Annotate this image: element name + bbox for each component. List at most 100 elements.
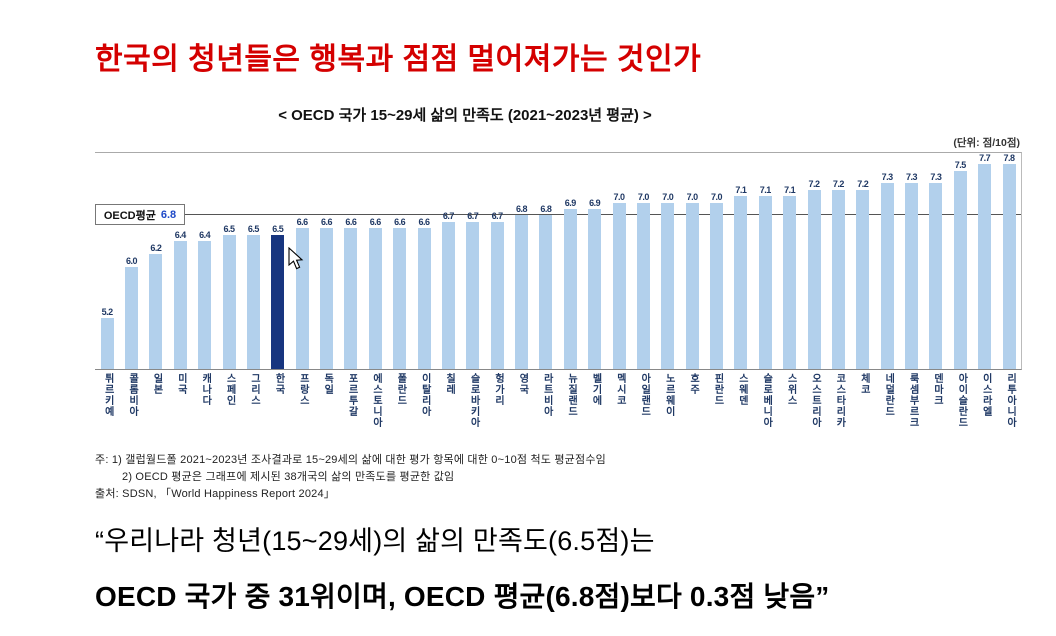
bar-value-label: 6.6: [321, 217, 333, 227]
bar-칠레: [441, 222, 455, 369]
bar-스위스: [783, 196, 797, 369]
bars-container: 5.2 6.0 6.2 6.4 6.4 6.5 6.5 6.5 6.6 6.6 6.6 6.6 6.6 6…: [95, 153, 1021, 369]
bar-slot-캐나다: 6.4: [193, 153, 217, 369]
bar-체코: [856, 190, 870, 369]
country-label-룩셈부르크: 룩셈부르크: [907, 373, 919, 428]
bar-slot-체코: 7.2: [851, 153, 875, 369]
country-label-뉴질랜드: 뉴질랜드: [565, 373, 577, 417]
country-label-슬로바키아: 슬로바키아: [468, 373, 480, 428]
bar-value-label: 6.6: [345, 217, 357, 227]
bar-미국: [173, 241, 187, 369]
bar-독일: [320, 228, 334, 369]
bar-slot-노르웨이: 7.0: [656, 153, 680, 369]
bar-value-label: 6.6: [418, 217, 431, 227]
bar-slot-한국: 6.5: [266, 153, 290, 369]
country-label-일본: 일본: [150, 373, 162, 395]
bar-value-label: 6.6: [296, 217, 309, 227]
bar-value-label: 7.0: [711, 192, 723, 202]
country-label-오스트리아: 오스트리아: [809, 373, 821, 428]
country-label-미국: 미국: [175, 373, 187, 395]
bar-slot-오스트리아: 7.2: [802, 153, 826, 369]
bar-뉴질랜드: [563, 209, 577, 369]
bar-호주: [685, 203, 699, 369]
country-label-아이슬란드: 아이슬란드: [955, 373, 967, 428]
bar-slot-핀란드: 7.0: [704, 153, 728, 369]
bar-에스토니아: [368, 228, 382, 369]
bar-slot-슬로바키아: 6.7: [461, 153, 485, 369]
bar-라트비아: [539, 215, 553, 369]
bar-스페인: [222, 235, 236, 369]
bar-slot-콜롬비아: 6.0: [119, 153, 143, 369]
bar-slot-룩셈부르크: 7.3: [899, 153, 923, 369]
bar-value-label: 6.7: [491, 211, 504, 221]
bar-slot-독일: 6.6: [314, 153, 338, 369]
bar-튀르키예: [100, 318, 114, 369]
bar-value-label: 7.2: [808, 179, 821, 189]
bar-스웨덴: [734, 196, 748, 369]
bar-slot-덴마크: 7.3: [924, 153, 948, 369]
bar-슬로베니아: [758, 196, 772, 369]
bar-slot-리투아니아: 7.8: [997, 153, 1021, 369]
bar-value-label: 6.8: [540, 204, 552, 214]
bar-value-label: 7.0: [613, 192, 626, 202]
bar-slot-튀르키예: 5.2: [95, 153, 119, 369]
bar-벨기에: [588, 209, 602, 369]
bar-value-label: 7.2: [832, 179, 845, 189]
bar-폴란드: [393, 228, 407, 369]
summary-line-2: OECD 국가 중 31위이며, OECD 평균(6.8점)보다 0.3점 낮음…: [95, 581, 830, 612]
bar-value-label: 7.0: [637, 192, 650, 202]
bar-slot-미국: 6.4: [168, 153, 192, 369]
country-label-한국: 한국: [272, 373, 284, 395]
bar-value-label: 7.8: [1003, 153, 1016, 163]
country-label-포르투갈: 포르투갈: [346, 373, 358, 417]
bar-value-label: 6.7: [442, 211, 455, 221]
bar-slot-호주: 7.0: [680, 153, 704, 369]
bar-value-label: 7.1: [759, 185, 772, 195]
bar-slot-칠레: 6.7: [436, 153, 460, 369]
bar-value-label: 6.8: [516, 204, 528, 214]
summary-line-1: “우리나라 청년(15~29세)의 삶의 만족도(6.5점)는: [95, 526, 655, 556]
bar-value-label: 6.4: [199, 230, 211, 240]
country-label-리투아니아: 리투아니아: [1004, 373, 1016, 428]
bar-slot-스웨덴: 7.1: [729, 153, 753, 369]
mouse-cursor: [288, 247, 304, 270]
bar-value-label: 5.2: [101, 307, 114, 317]
bar-slot-영국: 6.8: [509, 153, 533, 369]
bar-slot-프랑스: 6.6: [290, 153, 314, 369]
bar-캐나다: [198, 241, 212, 369]
bar-슬로바키아: [466, 222, 480, 369]
bar-value-label: 6.6: [394, 217, 406, 227]
bar-slot-에스토니아: 6.6: [363, 153, 387, 369]
bar-value-label: 7.7: [979, 153, 991, 163]
plot-area: OECD평균 6.8 5.2 6.0 6.2 6.4 6.4 6.5 6.5 6.5 6.6 6.…: [95, 152, 1022, 370]
country-label-스위스: 스위스: [785, 373, 797, 406]
bar-slot-포르투갈: 6.6: [339, 153, 363, 369]
bar-slot-헝가리: 6.7: [485, 153, 509, 369]
bar-value-label: 7.3: [930, 172, 942, 182]
bar-그리스: [246, 235, 260, 369]
chart-title: < OECD 국가 15~29세 삶의 만족도 (2021~2023년 평균) …: [278, 107, 652, 124]
bar-value-label: 6.4: [174, 230, 187, 240]
bar-멕시코: [612, 203, 626, 369]
bar-핀란드: [710, 203, 724, 369]
oecd-average-value: 6.8: [160, 208, 177, 221]
country-label-독일: 독일: [321, 373, 333, 395]
bar-영국: [515, 215, 529, 369]
bar-value-label: 6.7: [467, 211, 479, 221]
bar-리투아니아: [1002, 164, 1016, 369]
country-label-멕시코: 멕시코: [614, 373, 626, 406]
bar-highlight-한국: [271, 235, 285, 369]
country-label-벨기에: 벨기에: [590, 373, 601, 406]
country-label-폴란드: 폴란드: [394, 373, 406, 406]
bar-value-label: 6.9: [564, 198, 577, 208]
country-label-튀르키예: 튀르키예: [102, 373, 114, 417]
bar-네덜란드: [880, 183, 894, 369]
bar-노르웨이: [661, 203, 675, 369]
footnote-2: 2) OECD 평균은 그래프에 제시된 38개국의 삶의 만족도를 평균한 값…: [122, 471, 455, 483]
country-label-콜롬비아: 콜롬비아: [126, 373, 138, 417]
country-label-코스타리카: 코스타리카: [833, 373, 845, 428]
bar-slot-멕시코: 7.0: [607, 153, 631, 369]
bar-헝가리: [490, 222, 504, 369]
bar-value-label: 6.5: [247, 224, 260, 234]
footnotes: 주: 1) 갤럽월드폴 2021~2023년 조사결과로 15~29세의 삶에 …: [95, 452, 606, 503]
